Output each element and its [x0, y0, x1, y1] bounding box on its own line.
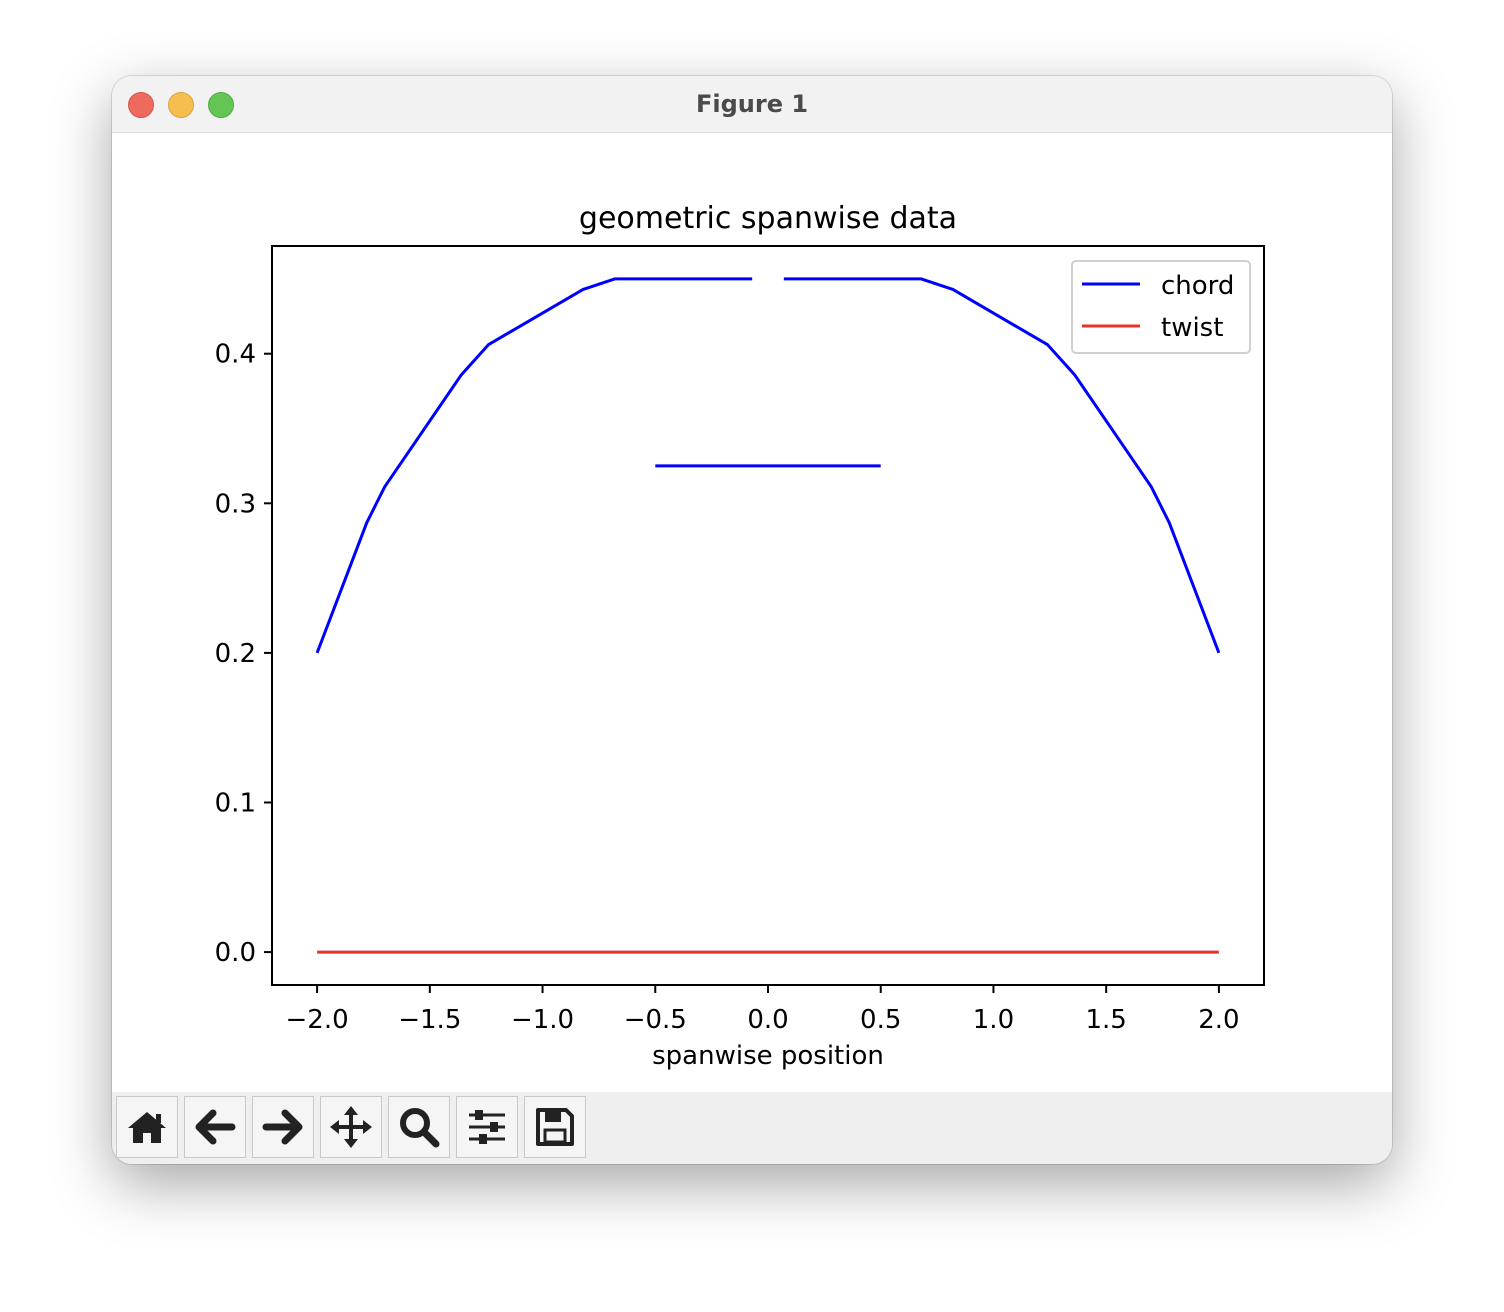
legend-label-chord: chord [1161, 271, 1234, 301]
y-tick-label: 0.1 [215, 788, 256, 818]
x-tick-label: 1.5 [1086, 1005, 1127, 1035]
series-line-chord [783, 277, 1221, 654]
plot-frame [271, 245, 1265, 986]
home-button[interactable] [116, 1096, 178, 1158]
minimize-window-button[interactable] [168, 92, 194, 118]
x-axis-label: spanwise position [652, 1041, 884, 1071]
x-tick-label: 0.5 [860, 1005, 901, 1035]
x-tick-label: 0.0 [747, 1005, 788, 1035]
move-icon [330, 1106, 372, 1148]
arrow-left-icon [195, 1109, 236, 1145]
x-tick-label: −1.0 [511, 1005, 574, 1035]
x-tick-label: −0.5 [624, 1005, 687, 1035]
y-tick-label: 0.3 [215, 489, 256, 519]
figure-window: Figure 1 geometric spanwise data spanwis… [112, 76, 1392, 1164]
forward-button[interactable] [252, 1096, 314, 1158]
chart-title: geometric spanwise data [579, 201, 957, 236]
line-chart: geometric spanwise data spanwise positio… [215, 201, 1265, 1071]
x-tick-label: −1.5 [398, 1005, 461, 1035]
title-bar: Figure 1 [112, 76, 1392, 133]
configure-subplots-button[interactable] [456, 1096, 518, 1158]
floppy-disk-icon [536, 1108, 574, 1146]
close-window-button[interactable] [128, 92, 154, 118]
series-line-chord [315, 277, 753, 654]
x-tick-label: −2.0 [286, 1005, 349, 1035]
pan-button[interactable] [320, 1096, 382, 1158]
arrow-right-icon [262, 1109, 303, 1145]
x-tick-label: 1.0 [973, 1005, 1014, 1035]
plot-lines [315, 277, 1221, 954]
zoom-button[interactable] [388, 1096, 450, 1158]
navigation-toolbar [112, 1092, 1392, 1164]
sliders-icon [469, 1110, 505, 1144]
legend-label-twist: twist [1161, 313, 1223, 343]
maximize-window-button[interactable] [208, 92, 234, 118]
y-tick-label: 0.2 [215, 639, 256, 669]
y-tick-label: 0.0 [215, 938, 256, 968]
figure-canvas[interactable]: geometric spanwise data spanwise positio… [112, 133, 1392, 1091]
back-button[interactable] [184, 1096, 246, 1158]
magnifier-icon [400, 1108, 440, 1148]
x-tick-label: 2.0 [1198, 1005, 1239, 1035]
save-button[interactable] [524, 1096, 586, 1158]
legend: chord twist [1071, 260, 1251, 354]
window-title: Figure 1 [695, 90, 809, 118]
y-tick-label: 0.4 [215, 340, 256, 370]
home-icon [128, 1112, 166, 1143]
axis-ticks: −2.0 −1.5 −1.0 −0.5 0.0 0.5 1.0 1.5 2.0 0.0 0.1 0.2… [215, 340, 1240, 1035]
